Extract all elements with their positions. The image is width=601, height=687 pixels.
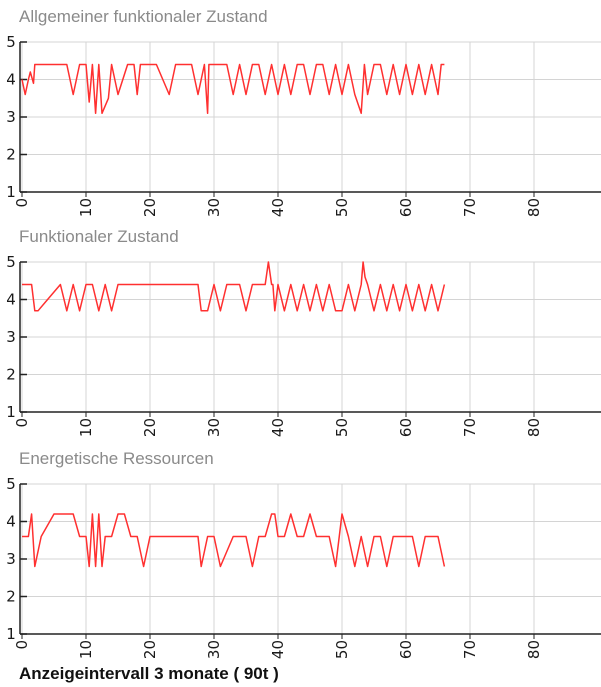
y-tick-label: 3 [6,550,16,568]
x-tick-label: 70 [461,640,479,659]
y-tick-label: 2 [6,588,16,606]
y-tick-label: 5 [6,254,16,271]
chart-title: Funktionaler Zustand [19,227,179,246]
x-tick-label: 70 [461,198,479,217]
x-tick-label: 40 [269,418,287,437]
y-tick-label: 1 [6,403,16,421]
x-tick-label: 10 [77,640,95,659]
x-tick-label: 10 [77,418,95,437]
x-tick-label: 40 [269,198,287,217]
x-tick-label: 0 [13,640,31,650]
y-tick-label: 3 [6,108,16,126]
x-tick-label: 60 [397,198,415,217]
x-tick-label: 60 [397,640,415,659]
chart-title: Energetische Ressourcen [19,449,214,468]
x-tick-label: 30 [205,640,223,659]
x-tick-label: 80 [525,640,543,659]
x-tick-label: 40 [269,640,287,659]
x-tick-label: 50 [333,640,351,659]
series-line [21,63,445,115]
x-tick-label: 70 [461,418,479,437]
x-tick-label: 20 [141,198,159,217]
display-interval-label: Anzeigeintervall 3 monate ( 90t ) [19,664,279,683]
y-tick-label: 1 [6,625,16,643]
x-tick-label: 10 [77,198,95,217]
x-tick-label: 60 [397,418,415,437]
y-tick-label: 5 [6,476,16,493]
x-tick-label: 0 [13,418,31,428]
chart-title: Allgemeiner funktionaler Zustand [19,7,268,26]
x-tick-label: 50 [333,198,351,217]
x-tick-label: 50 [333,418,351,437]
y-tick-label: 4 [6,513,16,531]
x-tick-label: 20 [141,640,159,659]
y-tick-label: 2 [6,146,16,164]
y-tick-label: 4 [6,71,16,89]
series-line [22,261,446,312]
y-tick-label: 5 [6,34,16,51]
x-tick-label: 30 [205,198,223,217]
y-tick-label: 2 [6,366,16,384]
y-tick-label: 3 [6,328,16,346]
x-tick-label: 0 [13,198,31,208]
x-tick-label: 20 [141,418,159,437]
x-tick-label: 80 [525,198,543,217]
x-tick-label: 80 [525,418,543,437]
series-line [22,513,446,568]
y-tick-label: 4 [6,291,16,309]
x-tick-label: 30 [205,418,223,437]
y-tick-label: 1 [6,183,16,201]
